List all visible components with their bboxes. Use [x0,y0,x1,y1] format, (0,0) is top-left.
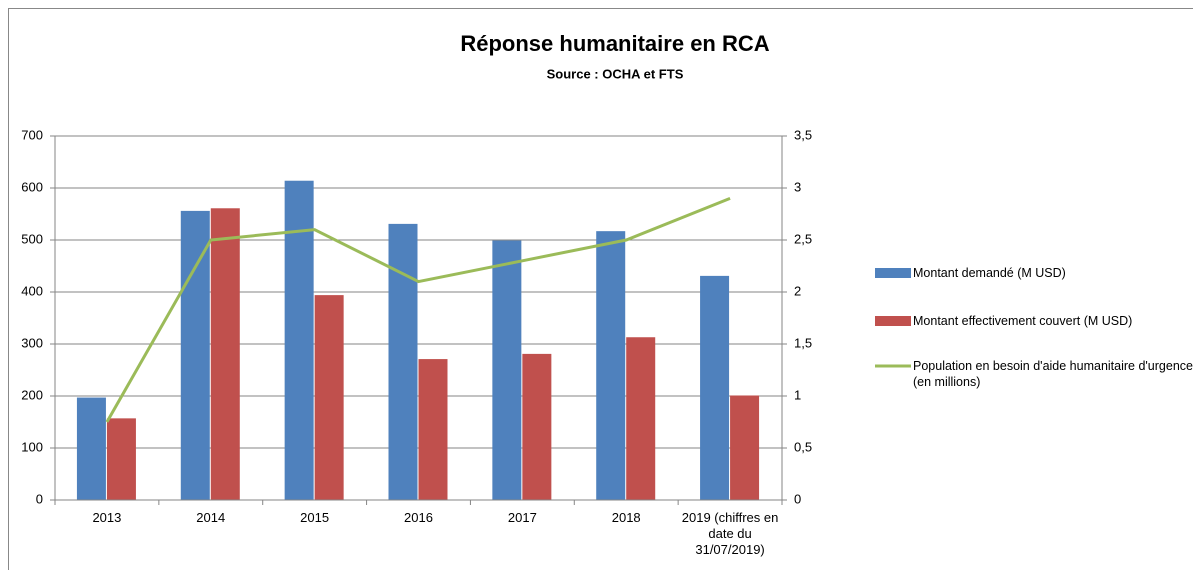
y2-tick-label: 1,5 [794,335,812,350]
bar [314,295,344,500]
y2-tick-label: 1 [794,387,801,402]
x-tick-label: 2015 [300,510,330,525]
chart-border [8,8,1193,570]
x-tick-label: 2016 [404,510,433,525]
legend-label: Population en besoin d'aide humanitaire … [913,359,1193,389]
y2-tick-label: 0 [794,491,801,506]
y2-tick-label: 3 [794,179,801,194]
legend-label: Montant demandé (M USD) [913,266,1066,280]
x-tick-label: 2013 [92,510,122,525]
bar [522,353,552,500]
bar [730,395,760,500]
bar [596,231,626,500]
y2-tick-label: 3,5 [794,127,812,142]
chart-subtitle: Source : OCHA et FTS [547,66,684,81]
y-tick-label: 100 [21,439,43,454]
bar [210,208,240,500]
bar [76,397,106,500]
x-tick-label: 2018 [611,510,641,525]
x-tick-label: 2017 [507,510,537,525]
y2-tick-label: 2,5 [794,231,812,246]
y-tick-label: 200 [21,387,43,402]
y-tick-label: 300 [21,335,43,350]
y-tick-label: 700 [21,127,43,142]
bar [626,337,656,500]
legend-swatch [875,316,911,326]
line [105,197,731,423]
chart-title: Réponse humanitaire en RCA [460,31,769,56]
x-tick-label: 2014 [196,510,226,525]
bar [492,240,522,500]
bar [418,359,448,500]
bar [700,275,730,500]
y-tick-label: 600 [21,179,43,194]
legend-label: Montant effectivement couvert (M USD) [913,314,1133,328]
bar [284,180,314,500]
y-tick-label: 0 [36,491,43,506]
bar [180,210,210,500]
bar [388,223,418,500]
x-tick-label: 2019 (chiffres en date du 31/07/2019) [681,510,779,557]
y-tick-label: 500 [21,231,43,246]
bar [106,418,136,500]
legend-swatch [875,268,911,278]
y-tick-label: 400 [21,283,43,298]
y2-tick-label: 0,5 [794,439,812,454]
y2-tick-label: 2 [794,283,801,298]
